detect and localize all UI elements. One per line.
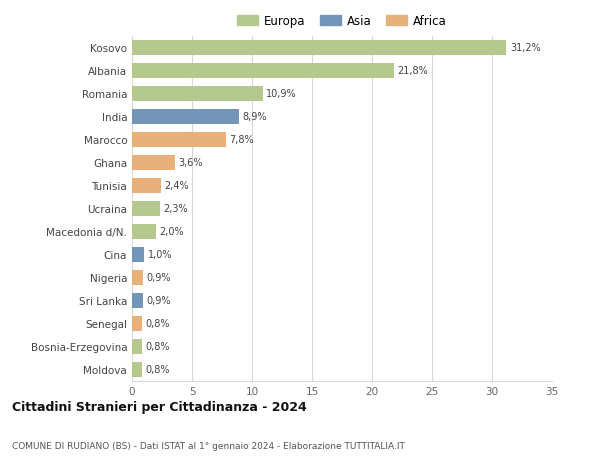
- Text: 7,8%: 7,8%: [229, 135, 254, 145]
- Text: Cittadini Stranieri per Cittadinanza - 2024: Cittadini Stranieri per Cittadinanza - 2…: [12, 400, 307, 413]
- Bar: [132, 179, 161, 193]
- Bar: [132, 64, 394, 78]
- Text: 2,4%: 2,4%: [164, 181, 189, 191]
- Text: 0,9%: 0,9%: [146, 273, 171, 283]
- Text: 0,8%: 0,8%: [145, 341, 170, 352]
- Text: 0,9%: 0,9%: [146, 296, 171, 306]
- Text: 2,0%: 2,0%: [160, 227, 184, 237]
- Text: 3,6%: 3,6%: [179, 158, 203, 168]
- Bar: [132, 270, 143, 285]
- Bar: [132, 202, 160, 216]
- Bar: [132, 316, 142, 331]
- Text: COMUNE DI RUDIANO (BS) - Dati ISTAT al 1° gennaio 2024 - Elaborazione TUTTITALIA: COMUNE DI RUDIANO (BS) - Dati ISTAT al 1…: [12, 441, 405, 450]
- Text: 1,0%: 1,0%: [148, 250, 172, 260]
- Text: 0,8%: 0,8%: [145, 319, 170, 329]
- Bar: [132, 293, 143, 308]
- Bar: [132, 362, 142, 377]
- Bar: [132, 87, 263, 101]
- Text: 0,8%: 0,8%: [145, 364, 170, 375]
- Bar: [132, 224, 156, 239]
- Bar: [132, 133, 226, 147]
- Bar: [132, 41, 506, 56]
- Bar: [132, 156, 175, 170]
- Legend: Europa, Asia, Africa: Europa, Asia, Africa: [232, 11, 452, 33]
- Text: 8,9%: 8,9%: [242, 112, 267, 122]
- Bar: [132, 110, 239, 124]
- Text: 2,3%: 2,3%: [163, 204, 188, 214]
- Text: 31,2%: 31,2%: [510, 43, 541, 53]
- Text: 10,9%: 10,9%: [266, 89, 297, 99]
- Bar: [132, 339, 142, 354]
- Text: 21,8%: 21,8%: [397, 66, 428, 76]
- Bar: [132, 247, 144, 262]
